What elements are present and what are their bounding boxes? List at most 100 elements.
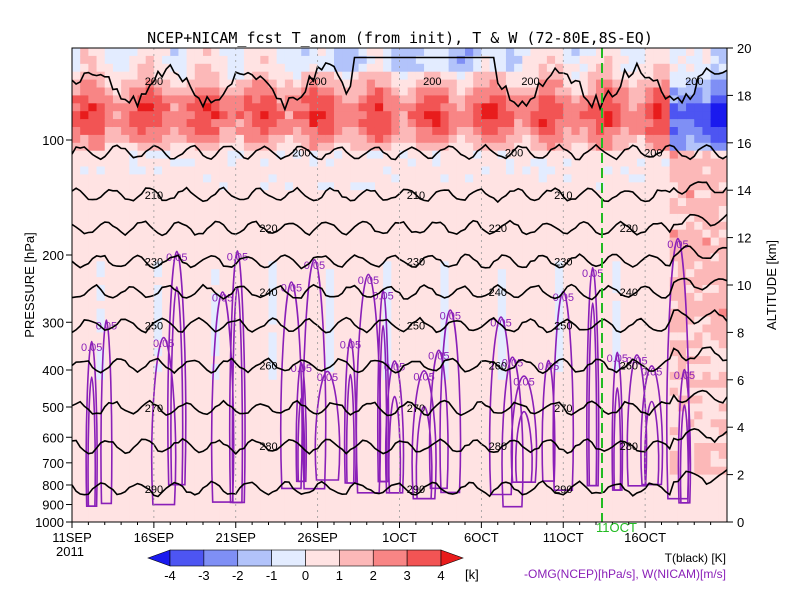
anomaly-cell (235, 292, 245, 302)
anomaly-cell (440, 103, 450, 112)
anomaly-cell (465, 514, 474, 522)
anomaly-cell (481, 150, 491, 160)
anomaly-cell (268, 229, 278, 239)
anomaly-cell (276, 142, 286, 152)
anomaly-cell (342, 285, 351, 294)
anomaly-cell (366, 506, 376, 515)
anomaly-cell (203, 371, 212, 381)
anomaly-cell (243, 221, 253, 231)
anomaly-cell (203, 427, 212, 436)
anomaly-cell (669, 221, 679, 231)
anomaly-cell (596, 190, 605, 199)
temperature-contour-label: 210 (145, 190, 163, 202)
anomaly-cell (88, 245, 98, 254)
anomaly-cell (571, 419, 581, 428)
anomaly-cell (424, 379, 433, 389)
anomaly-cell (702, 277, 712, 286)
anomaly-cell (301, 174, 311, 183)
anomaly-cell (153, 324, 163, 333)
anomaly-cell (522, 419, 532, 428)
anomaly-cell (530, 182, 540, 191)
anomaly-cell (440, 166, 450, 175)
anomaly-cell (604, 450, 613, 460)
anomaly-cell (342, 63, 351, 73)
anomaly-cell (596, 221, 605, 231)
anomaly-cell (677, 134, 687, 144)
anomaly-cell (211, 348, 220, 357)
anomaly-cell (612, 356, 622, 365)
anomaly-cell (694, 300, 704, 310)
anomaly-cell (211, 277, 220, 286)
anomaly-cell (669, 427, 679, 436)
anomaly-cell (694, 458, 704, 468)
anomaly-cell (162, 182, 171, 191)
anomaly-cell (628, 277, 638, 286)
anomaly-cell (481, 506, 491, 515)
anomaly-cell (252, 229, 261, 239)
anomaly-cell (391, 348, 401, 357)
anomaly-cell (211, 87, 220, 96)
anomaly-cell (162, 498, 171, 507)
anomaly-cell (399, 379, 409, 389)
anomaly-cell (211, 71, 220, 81)
anomaly-cell (702, 371, 712, 381)
anomaly-cell (538, 245, 548, 254)
anomaly-cell (718, 55, 727, 65)
anomaly-cell (211, 387, 220, 397)
anomaly-cell (194, 142, 204, 152)
anomaly-cell (407, 213, 417, 223)
anomaly-cell (399, 150, 409, 160)
anomaly-cell (497, 292, 507, 302)
anomaly-cell (456, 237, 466, 247)
anomaly-cell (415, 285, 425, 294)
anomaly-cell (481, 261, 491, 270)
anomaly-cell (628, 95, 638, 104)
anomaly-cell (88, 411, 98, 420)
anomaly-cell (325, 182, 335, 191)
anomaly-cell (465, 379, 474, 389)
anomaly-cell (317, 458, 327, 468)
anomaly-cell (235, 419, 245, 428)
anomaly-cell (153, 403, 163, 412)
anomaly-cell (350, 182, 360, 191)
anomaly-cell (104, 300, 114, 310)
anomaly-cell (391, 71, 401, 81)
anomaly-cell (383, 213, 392, 223)
anomaly-cell (415, 419, 425, 428)
anomaly-cell (293, 237, 302, 247)
anomaly-cell (620, 308, 630, 318)
anomaly-cell (424, 435, 433, 444)
anomaly-cell (669, 506, 679, 515)
anomaly-cell (686, 87, 695, 96)
anomaly-cell (276, 127, 286, 136)
anomaly-cell (104, 387, 114, 397)
anomaly-cell (669, 119, 679, 128)
anomaly-cell (481, 514, 491, 522)
anomaly-cell (620, 371, 630, 381)
anomaly-cell (325, 127, 335, 136)
anomaly-cell (342, 127, 351, 136)
anomaly-cell (620, 450, 630, 460)
anomaly-cell (317, 229, 327, 239)
anomaly-cell (587, 150, 597, 160)
anomaly-cell (620, 340, 630, 349)
anomaly-cell (628, 300, 638, 310)
anomaly-cell (366, 229, 376, 239)
anomaly-cell (260, 364, 270, 373)
anomaly-cell (628, 514, 638, 522)
anomaly-cell (104, 79, 114, 89)
anomaly-cell (186, 150, 196, 160)
anomaly-cell (514, 213, 523, 223)
anomaly-cell (555, 411, 564, 420)
anomaly-cell (628, 387, 638, 397)
anomaly-cell (407, 229, 417, 239)
anomaly-cell (636, 190, 646, 199)
anomaly-cell (383, 277, 392, 286)
anomaly-cell (121, 348, 130, 357)
anomaly-cell (571, 261, 581, 270)
anomaly-cell (391, 111, 401, 120)
anomaly-cell (391, 55, 401, 65)
anomaly-cell (178, 174, 188, 183)
anomaly-cell (96, 71, 106, 81)
anomaly-cell (203, 229, 212, 239)
